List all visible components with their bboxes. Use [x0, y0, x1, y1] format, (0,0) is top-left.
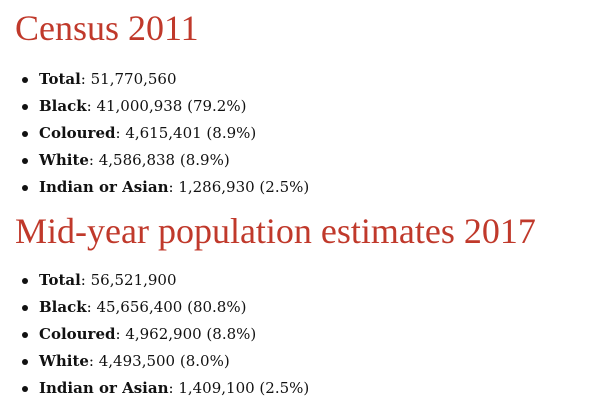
stat-label: Black: [39, 97, 87, 115]
stat-value: 4,586,838 (8.9%): [98, 151, 230, 169]
stat-label: Black: [39, 298, 87, 316]
census-2011-list: Total: 51,770,560 Black: 41,000,938 (79.…: [0, 66, 309, 201]
stat-label: White: [39, 352, 89, 370]
list-item: Total: 51,770,560: [0, 66, 309, 93]
stat-label: Coloured: [39, 124, 116, 142]
stat-label: Indian or Asian: [39, 379, 169, 397]
stat-label: Coloured: [39, 325, 116, 343]
list-item: Total: 56,521,900: [0, 267, 309, 294]
list-item: Black: 45,656,400 (80.8%): [0, 294, 309, 321]
census-2011-heading: Census 2011: [15, 8, 199, 48]
stat-value: 4,615,401 (8.9%): [125, 124, 257, 142]
stat-value: 4,493,500 (8.0%): [98, 352, 230, 370]
mid-year-2017-list: Total: 56,521,900 Black: 45,656,400 (80.…: [0, 267, 309, 402]
stat-value: 1,409,100 (2.5%): [178, 379, 310, 397]
stat-value: 51,770,560: [90, 70, 177, 88]
list-item: White: 4,586,838 (8.9%): [0, 147, 309, 174]
mid-year-2017-heading: Mid-year population estimates 2017: [15, 211, 536, 251]
list-item: White: 4,493,500 (8.0%): [0, 348, 309, 375]
list-item: Indian or Asian: 1,409,100 (2.5%): [0, 375, 309, 402]
list-item: Coloured: 4,962,900 (8.8%): [0, 321, 309, 348]
list-item: Coloured: 4,615,401 (8.9%): [0, 120, 309, 147]
stat-value: 41,000,938 (79.2%): [96, 97, 247, 115]
stat-label: Total: [39, 70, 81, 88]
stat-label: Total: [39, 271, 81, 289]
stat-label: Indian or Asian: [39, 178, 169, 196]
stat-value: 1,286,930 (2.5%): [178, 178, 310, 196]
list-item: Black: 41,000,938 (79.2%): [0, 93, 309, 120]
stat-value: 45,656,400 (80.8%): [96, 298, 247, 316]
stat-value: 4,962,900 (8.8%): [125, 325, 257, 343]
stat-value: 56,521,900: [90, 271, 177, 289]
list-item: Indian or Asian: 1,286,930 (2.5%): [0, 174, 309, 201]
stat-label: White: [39, 151, 89, 169]
